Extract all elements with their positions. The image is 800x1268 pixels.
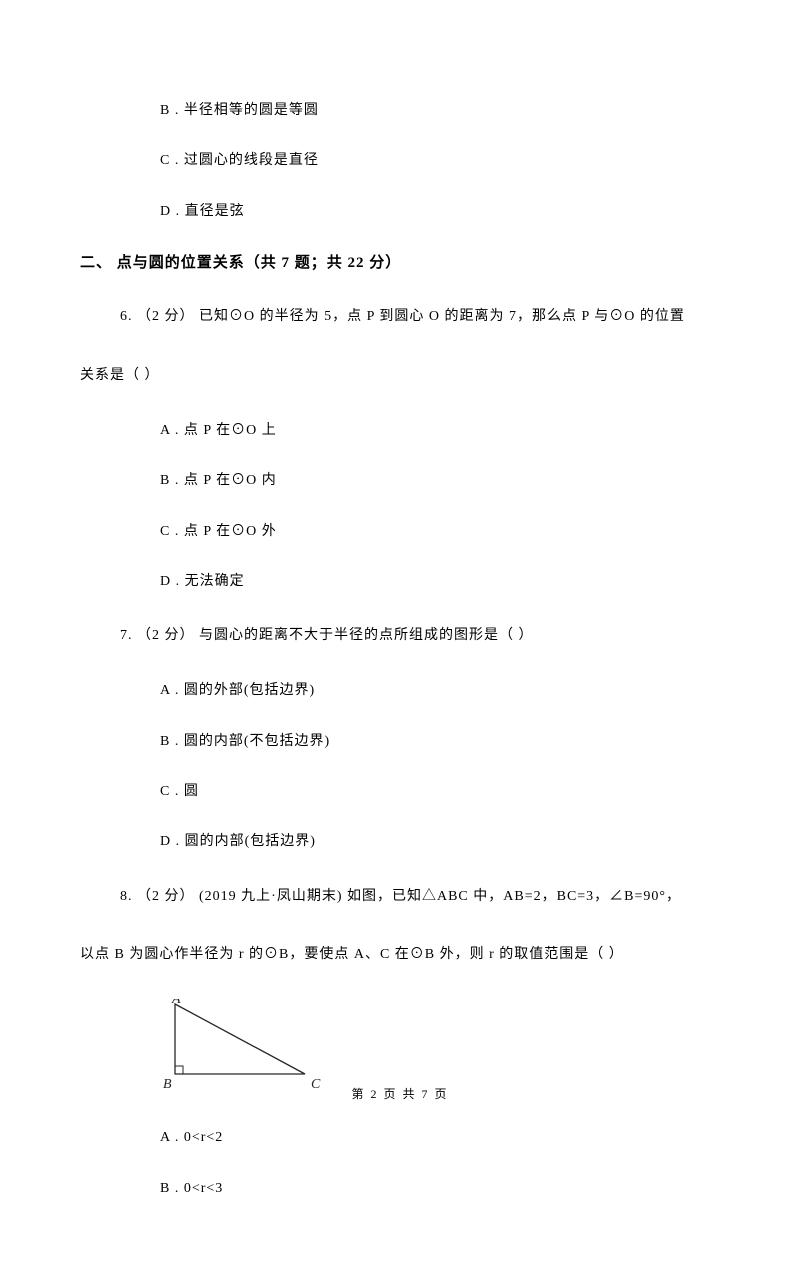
q5-option-d: D . 直径是弦 — [160, 201, 720, 223]
q7-option-c: C . 圆 — [160, 781, 720, 803]
q5-option-b: B . 半径相等的圆是等圆 — [160, 100, 720, 122]
q7-option-d: D . 圆的内部(包括边界) — [160, 831, 720, 853]
q8-stem-cont: 以点 B 为圆心作半径为 r 的⊙B，要使点 A、C 在⊙B 外，则 r 的取值… — [80, 940, 720, 971]
q6-stem: 6. （2 分） 已知⊙O 的半径为 5，点 P 到圆心 O 的距离为 7，那么… — [120, 302, 720, 333]
q8-option-b: B . 0<r<3 — [160, 1178, 720, 1200]
q6-option-c: C . 点 P 在⊙O 外 — [160, 521, 720, 543]
q8-stem: 8. （2 分） (2019 九上·凤山期末) 如图，已知△ABC 中，AB=2… — [120, 882, 720, 913]
page-footer: 第 2 页 共 7 页 — [0, 1085, 800, 1102]
q7-stem: 7. （2 分） 与圆心的距离不大于半径的点所组成的图形是（ ） — [120, 621, 720, 652]
q6-option-a: A . 点 P 在⊙O 上 — [160, 420, 720, 442]
q7-option-a: A . 圆的外部(包括边界) — [160, 680, 720, 702]
q5-option-c: C . 过圆心的线段是直径 — [160, 150, 720, 172]
q6-stem-cont: 关系是（ ） — [80, 361, 720, 392]
q8-option-a: A . 0<r<2 — [160, 1127, 720, 1149]
section-2-title: 二、 点与圆的位置关系（共 7 题；共 22 分） — [80, 251, 720, 272]
q6-option-b: B . 点 P 在⊙O 内 — [160, 470, 720, 492]
q7-option-b: B . 圆的内部(不包括边界) — [160, 731, 720, 753]
svg-text:A: A — [171, 999, 181, 1007]
q6-option-d: D . 无法确定 — [160, 571, 720, 593]
